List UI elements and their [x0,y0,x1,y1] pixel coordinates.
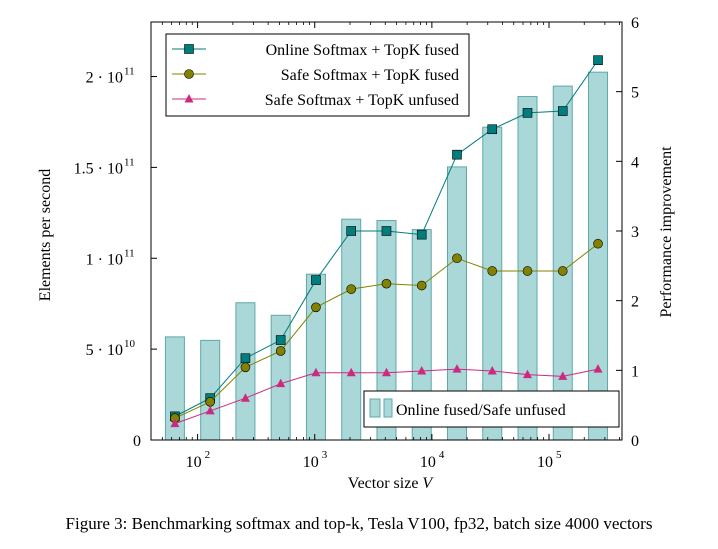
series-3-point [276,378,286,388]
y-right-tick-label: 2 [631,294,639,311]
y-left-tick-label-exponent: 11 [124,247,135,259]
bar-legend-box [363,390,620,428]
y-right-tick-label: 6 [631,15,639,32]
bar-series [164,71,609,441]
figure-caption: Figure 3: Benchmarking softmax and top-k… [65,514,653,533]
series-2-point [311,302,321,313]
legend-marker [184,94,194,103]
series-2-point [416,280,427,291]
y-left-tick-label: 1 · 10 [86,251,123,268]
axis-ticks: 10 2 10 3 10 4 10 505 · 10 101 · 10 111.5 · 10 112… [74,15,639,471]
y-right-tick-label: 1 [631,363,639,380]
y-right-tick-label: 5 [631,85,639,102]
series-3-point [346,367,356,377]
y-left-tick-label-exponent: 10 [124,338,136,350]
y-right-tick-label: 4 [631,154,639,171]
y-right-tick-label: 0 [631,433,639,450]
legend: Online Softmax + TopK fused Safe Softmax … [165,33,470,117]
x-tick-label-exponent: 2 [205,449,211,461]
x-tick-label-exponent: 4 [439,449,445,461]
series-1-point [240,353,251,364]
series-1-point [593,55,603,65]
line-series [170,55,603,428]
legend-label: Online Softmax + TopK fused [266,42,459,59]
bar-legend: Online fused/Safe unfused [363,390,620,428]
series-2-point [593,238,603,249]
y-right-tick-label: 3 [631,224,639,241]
legend-label: Safe Softmax + TopK unfused [265,92,459,109]
series-2-point [522,266,533,276]
series-3-point [240,393,250,402]
series-2-point [205,397,215,407]
bar [552,85,573,441]
x-tick-label-exponent: 5 [556,449,562,461]
y-axis-label-left: Elements per second [37,169,54,301]
series-2-point [381,278,392,289]
series-2-point [275,346,286,356]
series-2-point [557,266,568,276]
series-1-point [416,229,427,240]
bar-legend-swatch-2 [383,398,393,418]
bar-legend-swatch-1 [369,398,381,418]
series-1-point [311,275,321,285]
series-1-point [346,226,357,236]
series-1-point [381,226,392,236]
series-3-point [523,369,533,379]
x-tick-label-exponent: 3 [322,449,328,461]
series-1-point [557,106,568,116]
bar [588,71,609,441]
y-axis-label-right: Performance improvement [658,146,675,318]
x-tick-label: 10 [420,454,436,471]
legend-box [165,33,470,117]
series-3-point [452,364,462,373]
y-left-tick-label: 1.5 · 10 [74,160,123,177]
bar-legend-label: Online fused/Safe unfused [396,402,566,419]
series-1-point [275,335,286,345]
series-3-point [170,418,180,428]
series-1-point [487,124,498,135]
y-left-tick-label: 2 · 10 [86,70,123,87]
bar [341,218,362,441]
series-3-point [558,371,568,380]
series-3-point [311,367,321,377]
y-left-tick-label-exponent: 11 [124,156,135,168]
series-2-point [346,284,357,294]
legend-marker [184,69,194,79]
series-2-point [240,362,251,373]
x-tick-label: 10 [186,454,202,471]
series-1-point [452,149,462,160]
series-3-point [487,365,497,375]
series-2-point [452,253,462,264]
legend-label: Safe Softmax + TopK fused [281,67,459,84]
y-left-tick-label: 0 [133,433,141,450]
legend-marker [184,44,194,54]
series-3-point [205,405,215,415]
series-1-point [522,108,533,118]
y-left-tick-label-exponent: 11 [124,66,135,78]
x-tick-label: 10 [537,454,553,471]
x-axis-label-variable: V [422,475,434,492]
y-left-tick-label: 5 · 10 [86,342,123,359]
bar [305,273,326,441]
x-tick-label: 10 [303,454,319,471]
series-2-point [487,266,498,276]
series-3-point [417,365,427,375]
series-3-point [593,364,603,373]
bar [270,314,291,441]
x-axis-label: Vector size V [348,475,435,492]
series-3-point [381,367,391,377]
x-axis-label-text: Vector size [348,475,423,492]
